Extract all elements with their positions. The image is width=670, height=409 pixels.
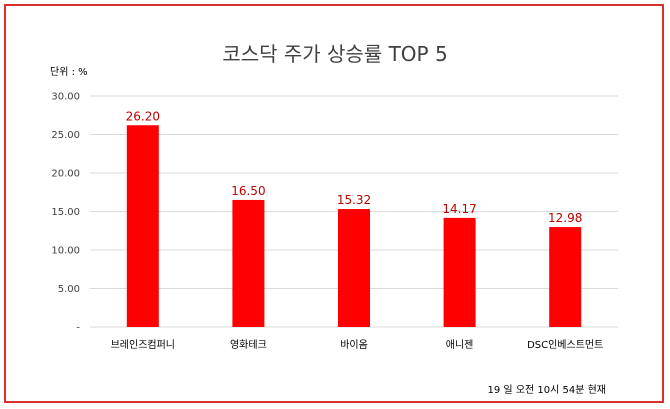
data-label: 15.32 xyxy=(337,193,371,207)
category-label: 영화테크 xyxy=(230,339,267,351)
bar xyxy=(126,125,159,327)
y-tick-label: 15.00 xyxy=(51,207,80,218)
data-label: 26.20 xyxy=(126,109,160,123)
y-tick-label: 5.00 xyxy=(58,284,80,295)
y-tick-label: 10.00 xyxy=(51,246,80,257)
bar xyxy=(232,199,265,327)
y-tick-label: 25.00 xyxy=(51,130,80,141)
y-tick-label: - xyxy=(76,323,80,334)
unit-label: 단위 : % xyxy=(50,67,88,78)
category-label: DSC인베스트먼트 xyxy=(527,339,603,351)
chart-title: 코스닥 주가 상승률 TOP 5 xyxy=(222,42,448,66)
y-tick-label: 30.00 xyxy=(51,92,80,103)
chart-frame xyxy=(4,4,664,403)
bar xyxy=(338,209,370,327)
category-label: 바이옴 xyxy=(340,339,368,351)
footnote-timestamp: 19 일 오전 10시 54분 현재 xyxy=(487,385,606,396)
data-label: 14.17 xyxy=(442,202,476,216)
category-label: 애니젠 xyxy=(446,339,474,351)
category-label: 브레인즈컴퍼니 xyxy=(111,339,175,351)
data-label: 16.50 xyxy=(231,184,265,198)
bar xyxy=(443,217,476,327)
bar xyxy=(549,227,582,327)
y-tick-label: 20.00 xyxy=(51,169,80,180)
data-label: 12.98 xyxy=(548,211,582,225)
